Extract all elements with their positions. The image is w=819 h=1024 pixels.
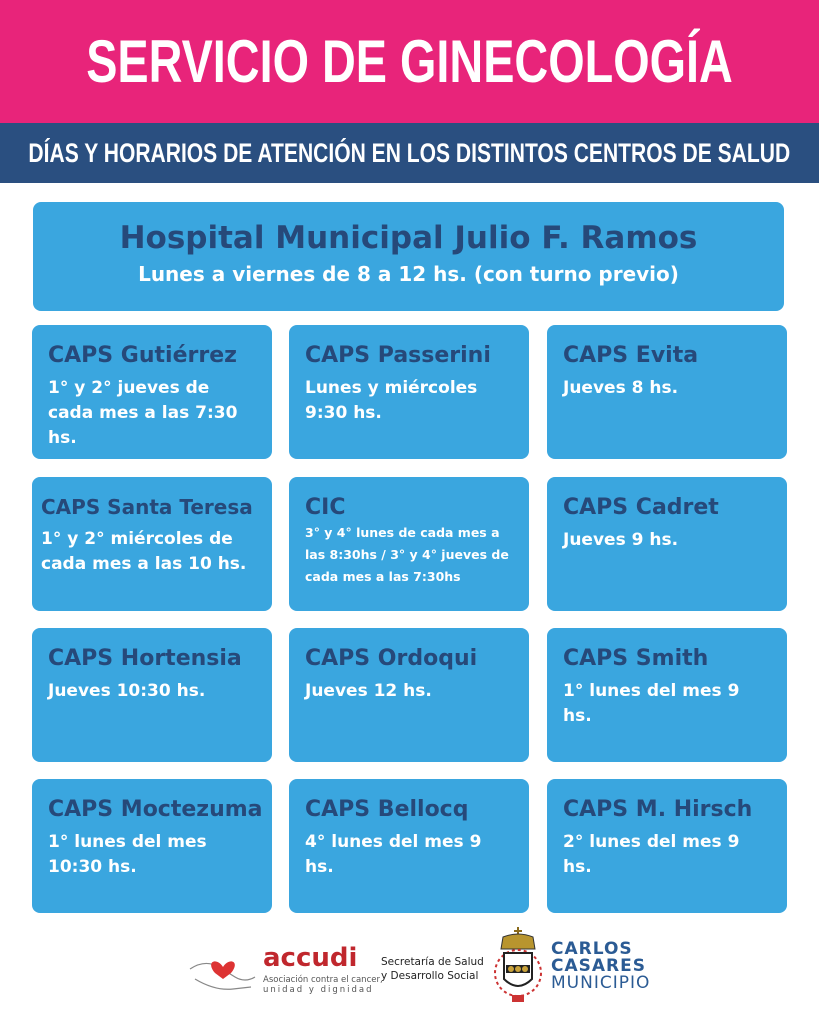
center-card: CAPS M. Hirsch 2° lunes del mes 9 hs. [547, 779, 787, 913]
page-title: SERVICIO DE GINECOLOGÍA [86, 28, 733, 95]
center-card: CAPS Passerini Lunes y miércoles 9:30 hs. [289, 325, 529, 459]
center-name: CAPS Bellocq [305, 797, 469, 822]
hands-heart-icon [189, 961, 256, 990]
hospital-card: Hospital Municipal Julio F. Ramos Lunes … [33, 202, 784, 311]
center-schedule: 2° lunes del mes 9 hs. [563, 832, 740, 877]
center-name: CAPS Evita [563, 343, 699, 368]
center-card: CAPS Evita Jueves 8 hs. [547, 325, 787, 459]
center-card: CAPS Gutiérrez 1° y 2° jueves de cada mes… [32, 325, 272, 459]
center-schedule: Lunes y miércoles 9:30 hs. [305, 378, 478, 423]
center-card: CAPS Cadret Jueves 9 hs. [547, 477, 787, 611]
municipal-crest-icon [494, 927, 542, 1002]
hospital-name: Hospital Municipal Julio F. Ramos [119, 220, 698, 256]
center-card: CIC 3° y 4° lunes de cada mes a las 8:30h… [289, 477, 529, 611]
center-schedule: Jueves 8 hs. [563, 378, 679, 398]
center-card: CAPS Ordoqui Jueves 12 hs. [289, 628, 529, 762]
center-schedule: 1° lunes del mes 9 hs. [563, 681, 740, 726]
center-schedule: 1° y 2° miércoles de cada mes a las 10 h… [41, 529, 247, 574]
center-name: CAPS Smith [563, 646, 709, 671]
header-title-band: SERVICIO DE GINECOLOGÍA [0, 0, 819, 123]
center-card: CAPS Bellocq 4° lunes del mes 9 hs. [289, 779, 529, 913]
center-card: CAPS Santa Teresa 1° y 2° miércoles de ca… [32, 477, 272, 611]
center-schedule: 3° y 4° lunes de cada mes a las 8:30hs /… [305, 525, 509, 584]
center-schedule: 4° lunes del mes 9 hs. [305, 832, 482, 877]
page-subtitle: DÍAS Y HORARIOS DE ATENCIÓN EN LOS DISTI… [28, 137, 791, 168]
center-schedule: Jueves 12 hs. [305, 681, 432, 701]
center-schedule: Jueves 9 hs. [563, 530, 679, 550]
center-schedule: 1° lunes del mes 10:30 hs. [48, 832, 207, 877]
hospital-schedule: Lunes a viernes de 8 a 12 hs. (con turno… [138, 262, 679, 286]
footer-logos: accudi Asociación contra el cancer, unida… [0, 925, 819, 1015]
center-name: CAPS M. Hirsch [563, 797, 753, 822]
center-name: CAPS Santa Teresa [41, 495, 253, 519]
center-name: CIC [305, 495, 346, 520]
center-schedule: Jueves 10:30 hs. [48, 681, 206, 701]
center-card: CAPS Moctezuma 1° lunes del mes 10:30 hs. [32, 779, 272, 913]
center-schedule: 1° y 2° jueves de cada mes a las 7:30 hs… [48, 378, 238, 448]
center-card: CAPS Hortensia Jueves 10:30 hs. [32, 628, 272, 762]
center-name: CAPS Gutiérrez [48, 343, 237, 368]
center-name: CAPS Moctezuma [48, 797, 263, 822]
subtitle-band: DÍAS Y HORARIOS DE ATENCIÓN EN LOS DISTI… [0, 123, 819, 183]
center-name: CAPS Cadret [563, 495, 719, 520]
accudi-logo: accudi Asociación contra el cancer, unida… [185, 943, 383, 998]
center-name: CAPS Hortensia [48, 646, 242, 671]
carlos-casares-logo: CARLOS CASARES MUNICIPIO [551, 939, 651, 993]
center-name: CAPS Ordoqui [305, 646, 478, 671]
center-card: CAPS Smith 1° lunes del mes 9 hs. [547, 628, 787, 762]
center-name: CAPS Passerini [305, 343, 491, 368]
secretaria-label: Secretaría de Salud y Desarrollo Social [381, 956, 484, 982]
